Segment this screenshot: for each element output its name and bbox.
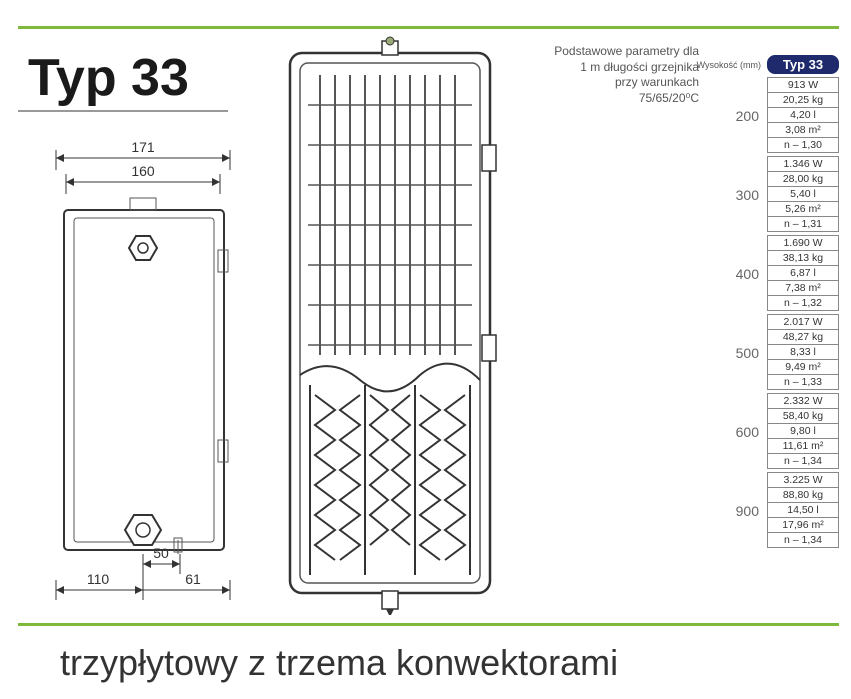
spec-cell: 28,00 kg <box>767 171 839 187</box>
spec-cell: n – 1,31 <box>767 216 839 232</box>
spec-cell: 17,96 m² <box>767 517 839 533</box>
spec-cell: 9,80 l <box>767 423 839 439</box>
page-title: Typ 33 <box>28 48 189 108</box>
dim-160: 160 <box>131 163 155 179</box>
spec-cells: 3.225 W88,80 kg14,50 l17,96 m²n – 1,34 <box>767 473 839 548</box>
spec-cell: n – 1,33 <box>767 374 839 390</box>
spec-cells: 1.690 W38,13 kg6,87 l7,38 m²n – 1,32 <box>767 236 839 311</box>
dim-50: 50 <box>153 545 169 561</box>
spec-group: 9003.225 W88,80 kg14,50 l17,96 m²n – 1,3… <box>727 473 839 548</box>
spec-height-label: 200 <box>727 108 767 124</box>
spec-cell: 58,40 kg <box>767 408 839 424</box>
mid-green-bar <box>18 623 839 626</box>
spec-cell: 48,27 kg <box>767 329 839 345</box>
spec-cells: 913 W20,25 kg4,20 l3,08 m²n – 1,30 <box>767 78 839 153</box>
spec-group: 5002.017 W48,27 kg8,33 l9,49 m²n – 1,33 <box>727 315 839 390</box>
spec-cell: 38,13 kg <box>767 250 839 266</box>
spec-cell: n – 1,34 <box>767 453 839 469</box>
dim-171: 171 <box>131 140 155 155</box>
spec-group: 6002.332 W58,40 kg9,80 l11,61 m²n – 1,34 <box>727 394 839 469</box>
spec-cell: 3,08 m² <box>767 122 839 138</box>
spec-cell: 3.225 W <box>767 472 839 488</box>
spec-cell: 4,20 l <box>767 107 839 123</box>
spec-cell: 2.332 W <box>767 393 839 409</box>
spec-cell: n – 1,32 <box>767 295 839 311</box>
typ-badge: Typ 33 <box>767 55 839 74</box>
cutaway-diagram <box>260 35 520 615</box>
spec-group: 4001.690 W38,13 kg6,87 l7,38 m²n – 1,32 <box>727 236 839 311</box>
spec-cell: 913 W <box>767 77 839 93</box>
spec-cell: 20,25 kg <box>767 92 839 108</box>
param-line2: 1 m długości grzejnika <box>554 60 699 76</box>
spec-cell: 5,26 m² <box>767 201 839 217</box>
spec-cell: 11,61 m² <box>767 438 839 454</box>
spec-height-label: 400 <box>727 266 767 282</box>
spec-cell: 1.346 W <box>767 156 839 172</box>
spec-cell: 2.017 W <box>767 314 839 330</box>
subtitle: trzypłytowy z trzema konwektorami <box>60 642 618 684</box>
spec-height-label: 300 <box>727 187 767 203</box>
param-line3: przy warunkach <box>554 75 699 91</box>
param-line1: Podstawowe parametry dla <box>554 44 699 60</box>
spec-group: 3001.346 W28,00 kg5,40 l5,26 m²n – 1,31 <box>727 157 839 232</box>
spec-cell: 7,38 m² <box>767 280 839 296</box>
spec-cell: 88,80 kg <box>767 487 839 503</box>
spec-cells: 2.332 W58,40 kg9,80 l11,61 m²n – 1,34 <box>767 394 839 469</box>
spec-group: 200913 W20,25 kg4,20 l3,08 m²n – 1,30 <box>727 78 839 153</box>
dim-110: 110 <box>87 571 110 587</box>
spec-cell: n – 1,30 <box>767 137 839 153</box>
spec-cell: 6,87 l <box>767 265 839 281</box>
spec-cell: 5,40 l <box>767 186 839 202</box>
spec-height-label: 600 <box>727 424 767 440</box>
spec-cells: 1.346 W28,00 kg5,40 l5,26 m²n – 1,31 <box>767 157 839 232</box>
dim-61: 61 <box>185 571 201 587</box>
spec-cell: 8,33 l <box>767 344 839 360</box>
param-header: Podstawowe parametry dla 1 m długości gr… <box>554 44 699 106</box>
top-green-bar <box>18 26 839 29</box>
spec-height-label: 900 <box>727 503 767 519</box>
spec-cell: 14,50 l <box>767 502 839 518</box>
side-view-diagram: 171 160 50 110 61 <box>18 140 248 610</box>
spec-cell: n – 1,34 <box>767 532 839 548</box>
spec-table: Typ 33 200913 W20,25 kg4,20 l3,08 m²n – … <box>727 55 839 548</box>
spec-cell: 1.690 W <box>767 235 839 251</box>
spec-cell: 9,49 m² <box>767 359 839 375</box>
spec-cells: 2.017 W48,27 kg8,33 l9,49 m²n – 1,33 <box>767 315 839 390</box>
spec-height-label: 500 <box>727 345 767 361</box>
param-line4: 75/65/20⁰C <box>554 91 699 107</box>
title-underline <box>18 110 228 112</box>
